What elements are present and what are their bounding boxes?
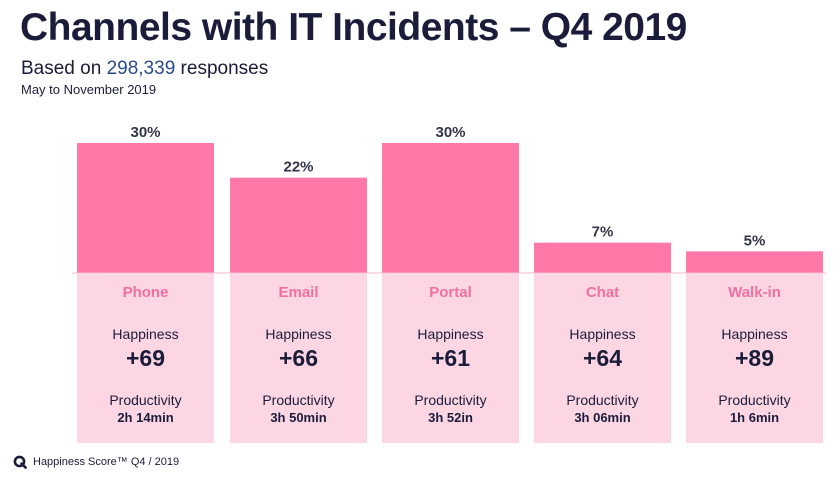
subtitle-suffix: responses [175, 58, 269, 79]
happiness-label: Happiness [417, 326, 484, 342]
channel-panel-email: Email Happiness +66 Productivity 3h 50mi… [230, 273, 367, 443]
productivity-value: 3h 06min [574, 410, 631, 425]
bar-email [230, 177, 367, 273]
productivity-value: 1h 6min [729, 410, 780, 425]
date-range: May to November 2019 [21, 82, 157, 97]
bar-value-label: 22% [283, 159, 313, 176]
bar-value-label: 30% [130, 124, 160, 141]
channel-panel-chat: Chat Happiness +64 Productivity 3h 06min [534, 273, 671, 443]
channel-label: Phone [122, 284, 169, 301]
channel-panel-walk-in: Walk-in Happiness +89 Productivity 1h 6m… [686, 273, 823, 443]
happiness-label: Happiness [721, 326, 788, 342]
bar-chat [534, 242, 671, 273]
happiness-label: Happiness [265, 326, 332, 342]
happiness-value: +69 [125, 345, 165, 371]
footer: Happiness Score™ Q4 / 2019 [13, 455, 179, 469]
channel-panel-phone: Phone Happiness +69 Productivity 2h 14mi… [77, 273, 214, 443]
happiness-value: +64 [582, 345, 622, 371]
subtitle-prefix: Based on [21, 58, 107, 79]
footer-text: Happiness Score™ Q4 / 2019 [33, 456, 180, 468]
happiness-label: Happiness [112, 326, 179, 342]
productivity-label: Productivity [414, 392, 487, 408]
happiness-q-logo-icon [13, 455, 27, 469]
response-count: 298,339 [106, 58, 176, 79]
happiness-value: +89 [734, 345, 774, 371]
channel-label: Chat [585, 284, 620, 301]
bar-walk-in [686, 251, 823, 273]
bar-value-label: 5% [744, 232, 766, 249]
bar-portal [382, 143, 519, 273]
productivity-value: 2h 14min [117, 410, 174, 425]
bar-phone [77, 143, 214, 273]
productivity-label: Productivity [262, 392, 335, 408]
happiness-value: +66 [278, 345, 318, 371]
subtitle: Based on 298,339 responses [21, 58, 268, 80]
bar-value-label: 30% [435, 124, 465, 141]
productivity-label: Productivity [566, 392, 639, 408]
productivity-value: 3h 52in [428, 410, 473, 425]
productivity-value: 3h 50min [270, 410, 327, 425]
channel-panel-portal: Portal Happiness +61 Productivity 3h 52i… [382, 273, 519, 443]
channel-label: Email [278, 284, 319, 301]
bar-value-label: 7% [592, 224, 614, 241]
productivity-label: Productivity [718, 392, 791, 408]
happiness-value: +61 [430, 345, 470, 371]
channel-label: Walk-in [728, 284, 781, 301]
channel-label: Portal [429, 284, 472, 301]
happiness-label: Happiness [569, 326, 636, 342]
chart-title: Channels with IT Incidents – Q4 2019 [20, 6, 687, 49]
productivity-label: Productivity [109, 392, 182, 408]
